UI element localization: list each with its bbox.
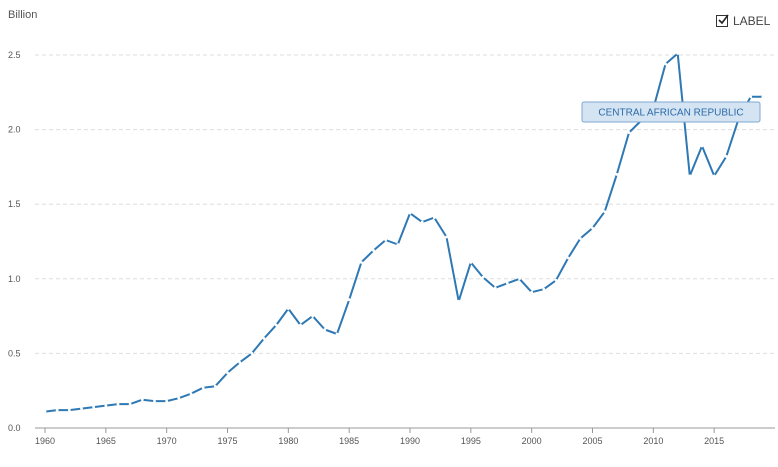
x-tick-label: 1985	[339, 436, 359, 446]
data-point	[286, 307, 290, 311]
data-point	[116, 402, 120, 406]
data-point	[578, 237, 582, 240]
data-point	[408, 211, 412, 215]
x-tick-label: 1975	[217, 436, 237, 446]
data-point	[165, 399, 169, 403]
data-point	[615, 172, 619, 176]
x-tick-label: 2015	[704, 436, 724, 446]
data-point	[591, 226, 594, 230]
data-point	[299, 323, 302, 327]
y-axis-unit-label: Billion	[8, 9, 38, 21]
data-point	[274, 323, 278, 327]
y-tick-label: 2.5	[8, 50, 21, 60]
data-point	[55, 408, 59, 412]
x-tick-label: 1990	[400, 436, 420, 446]
data-point	[128, 402, 132, 406]
data-point	[177, 396, 181, 400]
y-tick-label: 0.0	[8, 423, 21, 433]
data-point	[481, 275, 485, 279]
x-tick-label: 1995	[461, 436, 481, 446]
y-tick-label: 0.5	[8, 348, 21, 358]
data-point	[530, 290, 534, 294]
data-point	[347, 298, 351, 302]
x-tick-label: 1960	[35, 436, 55, 446]
data-point	[189, 392, 193, 396]
data-point	[505, 281, 509, 285]
data-point	[761, 95, 765, 99]
annotation-box	[581, 101, 761, 123]
data-point	[359, 260, 363, 264]
x-tick-label: 1970	[157, 436, 177, 446]
y-tick-label: 2.0	[8, 125, 21, 135]
data-point	[67, 408, 71, 412]
data-point	[566, 256, 570, 260]
data-point	[664, 62, 667, 66]
data-point	[518, 277, 521, 281]
data-point	[749, 95, 753, 99]
data-point	[712, 174, 716, 178]
data-point	[432, 216, 436, 220]
data-point	[420, 220, 424, 224]
data-point	[140, 398, 144, 402]
data-point	[627, 131, 631, 134]
data-point	[603, 210, 607, 214]
data-point	[226, 371, 229, 375]
data-point	[250, 352, 254, 355]
data-point	[688, 174, 692, 178]
label-checkbox[interactable]	[716, 14, 729, 27]
data-point	[92, 405, 96, 409]
label-toggle-text: LABEL	[733, 14, 771, 28]
data-point	[213, 384, 217, 388]
data-point	[542, 287, 546, 291]
data-point	[238, 360, 242, 364]
data-point	[554, 278, 558, 282]
data-point	[153, 399, 156, 403]
data-point	[676, 52, 680, 55]
data-point	[80, 407, 83, 411]
x-tick-label: 2010	[643, 436, 663, 446]
data-point	[396, 243, 400, 246]
data-point	[311, 314, 315, 318]
data-point	[384, 238, 388, 242]
data-point	[493, 286, 497, 290]
y-tick-label: 1.5	[8, 199, 21, 209]
data-point	[104, 404, 108, 408]
data-point	[201, 386, 205, 390]
label-toggle[interactable]: LABEL	[716, 14, 770, 28]
x-tick-label: 2005	[582, 436, 602, 446]
x-tick-label: 1965	[96, 436, 116, 446]
checkmark-icon	[718, 14, 729, 25]
x-tick-label: 2000	[522, 436, 542, 446]
data-point	[457, 299, 461, 303]
data-point	[469, 260, 473, 264]
annotation-label: CENTRAL AFRICAN REPUBLIC	[598, 108, 743, 119]
data-point	[43, 410, 47, 413]
series-annotation: CENTRAL AFRICAN REPUBLIC	[581, 101, 761, 123]
x-tick-label: 1980	[278, 436, 298, 446]
data-point	[724, 155, 728, 158]
data-point	[700, 144, 704, 148]
data-point	[262, 337, 266, 340]
data-point	[372, 249, 375, 252]
data-point	[323, 328, 327, 331]
data-point	[335, 332, 339, 336]
y-tick-label: 1.0	[8, 274, 21, 284]
data-point	[445, 235, 448, 239]
